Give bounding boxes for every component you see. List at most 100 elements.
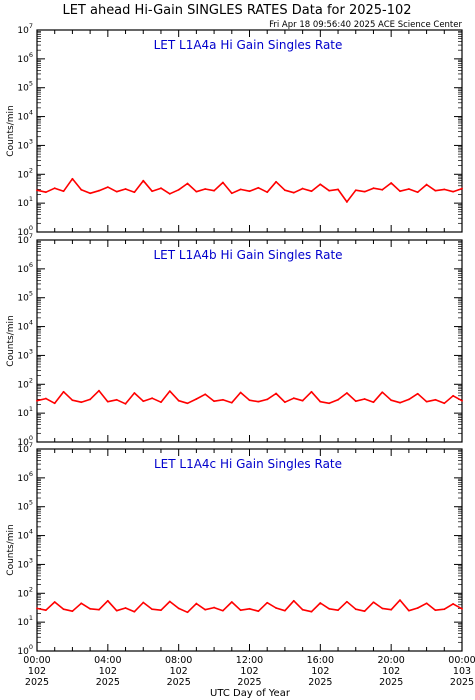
- x-tick-time: 08:00: [165, 655, 192, 666]
- data-point: [461, 607, 463, 610]
- data-point: [204, 608, 207, 611]
- data-point: [239, 391, 242, 394]
- data-point: [310, 610, 313, 613]
- plot-frame: [36, 29, 463, 233]
- data-point: [390, 182, 393, 184]
- data-point: [372, 187, 375, 190]
- y-axis-label: Counts/min: [6, 524, 16, 575]
- timestamp-label: Fri Apr 18 09:56:40 2025 ACE Science Cen…: [269, 20, 462, 30]
- data-point: [443, 402, 446, 405]
- y-tick-exponent: 3: [29, 137, 33, 145]
- data-point: [381, 188, 384, 191]
- data-point: [399, 401, 401, 404]
- data-point: [275, 180, 277, 183]
- data-point: [124, 402, 127, 405]
- y-tick-label: 104: [17, 109, 33, 123]
- x-tick-time: 00:00: [23, 655, 50, 666]
- x-tick-day: 102: [382, 666, 400, 677]
- y-tick-label: 104: [17, 528, 33, 542]
- data-point: [80, 188, 83, 191]
- data-point: [390, 608, 393, 611]
- x-tick-day: 102: [240, 666, 258, 677]
- data-point: [36, 399, 38, 402]
- y-axis-label: Counts/min: [6, 315, 16, 366]
- data-point: [257, 400, 260, 403]
- y-tick-exponent: 0: [29, 643, 33, 651]
- y-axis-label: Counts/min: [6, 105, 16, 156]
- y-tick-exponent: 3: [29, 347, 33, 355]
- data-point: [53, 601, 56, 603]
- data-point: [407, 398, 410, 401]
- y-tick-exponent: 7: [29, 232, 33, 240]
- y-tick-exponent: 2: [29, 585, 33, 593]
- y-tick-exponent: 4: [29, 528, 33, 536]
- data-point: [310, 390, 313, 393]
- plot-frame: [36, 239, 463, 443]
- y-tick-label: 105: [17, 290, 33, 304]
- data-point: [354, 189, 357, 192]
- data-point: [53, 187, 56, 190]
- data-point: [124, 188, 127, 190]
- data-point: [71, 610, 74, 613]
- data-point: [230, 192, 233, 195]
- data-point: [115, 398, 118, 401]
- data-point: [80, 602, 83, 605]
- data-point: [284, 609, 286, 612]
- data-point: [222, 181, 224, 184]
- data-point: [142, 179, 145, 182]
- data-point: [98, 608, 100, 611]
- y-tick-label: 105: [17, 80, 33, 94]
- data-point: [36, 189, 38, 192]
- data-point: [89, 398, 92, 401]
- data-point: [363, 190, 366, 193]
- data-point: [399, 190, 401, 193]
- data-point: [204, 188, 207, 190]
- data-point: [142, 400, 145, 403]
- data-point: [248, 399, 251, 402]
- y-tick-label: 103: [17, 556, 33, 570]
- data-point: [44, 191, 47, 194]
- data-point: [98, 189, 100, 192]
- y-tick-exponent: 6: [29, 470, 33, 478]
- y-tick-exponent: 2: [29, 376, 33, 384]
- x-tick-year: 2025: [167, 677, 191, 688]
- data-point: [195, 398, 198, 400]
- data-point: [160, 401, 162, 404]
- data-point: [407, 609, 410, 612]
- data-point: [372, 601, 375, 604]
- y-tick-label: 102: [17, 376, 33, 390]
- data-point: [230, 401, 233, 404]
- y-tick-label: 106: [17, 470, 33, 484]
- data-point: [266, 601, 269, 604]
- y-tick-exponent: 6: [29, 261, 33, 269]
- data-point: [461, 399, 463, 402]
- panel-title: LET L1A4c Hi Gain Singles Rate: [154, 457, 342, 471]
- data-point: [168, 192, 171, 195]
- data-point: [363, 610, 366, 613]
- data-point: [381, 607, 384, 610]
- x-tick-year: 2025: [379, 677, 403, 688]
- data-point: [80, 401, 83, 404]
- data-point: [89, 192, 92, 195]
- data-point: [62, 190, 65, 193]
- data-point: [301, 187, 304, 190]
- plot-frame: [36, 448, 463, 652]
- data-point: [239, 609, 242, 612]
- data-point: [354, 400, 357, 403]
- data-point: [151, 608, 154, 611]
- data-point: [44, 609, 47, 612]
- data-point: [443, 188, 446, 191]
- data-point: [337, 609, 339, 612]
- data-point: [204, 393, 207, 396]
- data-point: [62, 390, 65, 393]
- data-point: [292, 599, 295, 602]
- data-point: [213, 189, 215, 192]
- y-tick-exponent: 7: [29, 441, 33, 449]
- data-point: [452, 190, 455, 193]
- data-point: [115, 609, 118, 612]
- y-tick-exponent: 1: [29, 405, 33, 413]
- data-point: [292, 397, 295, 400]
